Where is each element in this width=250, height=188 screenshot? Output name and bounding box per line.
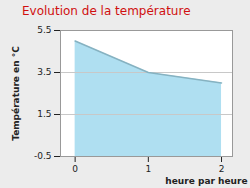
svg-text:1: 1 <box>145 164 151 174</box>
svg-text:-0.5: -0.5 <box>34 151 52 161</box>
svg-text:0: 0 <box>72 164 78 174</box>
svg-text:1.5: 1.5 <box>37 109 51 119</box>
svg-text:heure par heure: heure par heure <box>165 176 247 186</box>
html-text:Evolution de la température: Evolution de la température <box>22 4 191 18</box>
svg-text:2: 2 <box>219 164 225 174</box>
svg-text:Température en °C: Température en °C <box>11 46 21 141</box>
svg-text:5.5: 5.5 <box>37 25 51 35</box>
svg-text:3.5: 3.5 <box>37 67 51 77</box>
